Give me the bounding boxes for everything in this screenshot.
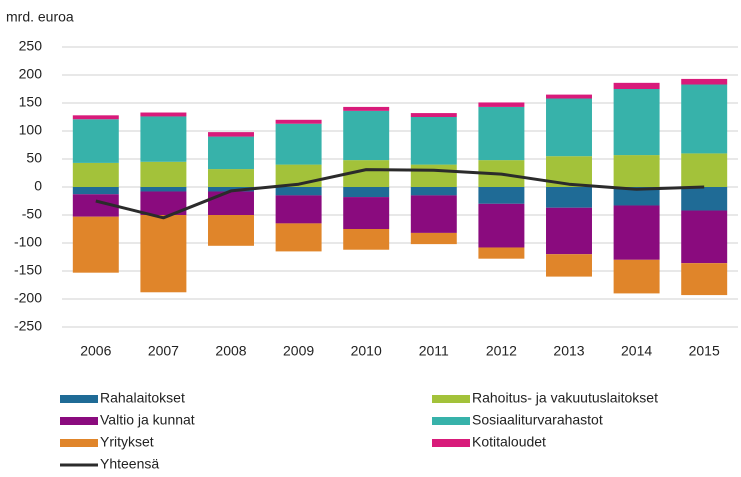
bar [343, 229, 390, 250]
y-tick-label: -200 [14, 290, 42, 306]
x-tick-label: 2009 [283, 343, 314, 359]
x-tick-label: 2006 [80, 343, 111, 359]
bar [681, 84, 728, 154]
bar [343, 110, 390, 161]
bar [410, 232, 457, 245]
bar [140, 161, 187, 187]
bar [613, 82, 660, 89]
bar [343, 106, 390, 111]
bar [410, 117, 457, 165]
legend-swatch [432, 439, 470, 447]
y-tick-label: -250 [14, 318, 42, 334]
bar [140, 191, 187, 215]
bar [410, 187, 457, 196]
bar [275, 195, 322, 224]
bar [275, 187, 322, 196]
bar [613, 259, 660, 294]
x-tick-label: 2011 [419, 343, 449, 359]
bar [681, 263, 728, 296]
bar [613, 205, 660, 260]
legend-swatch [432, 395, 470, 403]
x-tick-label: 2007 [148, 343, 179, 359]
bar [410, 164, 457, 187]
bar [478, 203, 525, 248]
legend-swatch [432, 417, 470, 425]
bar [343, 197, 390, 229]
bar [275, 119, 322, 124]
x-tick-label: 2015 [689, 343, 720, 359]
legend-label: Rahalaitokset [100, 390, 185, 406]
x-tick-label: 2013 [553, 343, 584, 359]
bar [275, 223, 322, 252]
bar [140, 187, 187, 192]
bar [72, 115, 119, 120]
bar [140, 116, 187, 162]
legend-swatch [60, 439, 98, 447]
y-tick-label: -50 [22, 206, 42, 222]
y-tick-label: -100 [14, 234, 42, 250]
bar [546, 207, 592, 255]
bar [478, 187, 525, 204]
bar [546, 254, 592, 277]
bar [208, 132, 254, 137]
bar [613, 89, 660, 156]
bar [478, 106, 525, 161]
bar [208, 169, 254, 187]
bar [681, 187, 728, 211]
y-tick-label: 50 [26, 150, 42, 166]
bar [613, 187, 660, 206]
bar [275, 123, 322, 165]
bar [72, 194, 119, 217]
bar [343, 187, 390, 198]
bar [546, 187, 592, 208]
bar [208, 191, 254, 215]
bar [410, 113, 457, 117]
y-tick-label: -150 [14, 262, 42, 278]
line [95, 168, 705, 220]
bar [72, 119, 119, 163]
y-axis-label: mrd. euroa [6, 9, 74, 25]
bar [140, 215, 187, 293]
y-tick-label: 150 [19, 94, 43, 110]
bar [681, 78, 728, 85]
bar [546, 94, 592, 99]
bar [72, 162, 119, 187]
y-tick-label: 0 [34, 178, 42, 194]
x-tick-label: 2012 [486, 343, 517, 359]
y-tick-label: 250 [19, 38, 43, 54]
legend-label: Rahoitus- ja vakuutuslaitokset [472, 390, 658, 406]
bar [72, 187, 119, 195]
legend-swatch [60, 417, 98, 425]
legend-label: Sosiaaliturvarahastot [472, 412, 603, 428]
legend-label: Valtio ja kunnat [100, 412, 195, 428]
x-tick-label: 2008 [215, 343, 246, 359]
bar [478, 102, 525, 107]
x-tick-label: 2014 [621, 343, 652, 359]
legend-label: Kotitaloudet [472, 434, 546, 450]
bar [208, 215, 254, 246]
bar [410, 195, 457, 233]
legend-label: Yritykset [100, 434, 154, 450]
bar [478, 247, 525, 259]
bar [681, 153, 728, 187]
legend-label: Yhteensä [100, 456, 159, 472]
bar [208, 187, 254, 192]
y-tick-label: 200 [19, 66, 43, 82]
bar [681, 210, 728, 264]
bar [72, 216, 119, 273]
bar [140, 112, 187, 117]
bar [546, 98, 592, 157]
x-tick-label: 2010 [351, 343, 382, 359]
bar [613, 155, 660, 187]
legend-swatch [60, 395, 98, 403]
y-tick-label: 100 [19, 122, 43, 138]
bar [208, 136, 254, 170]
